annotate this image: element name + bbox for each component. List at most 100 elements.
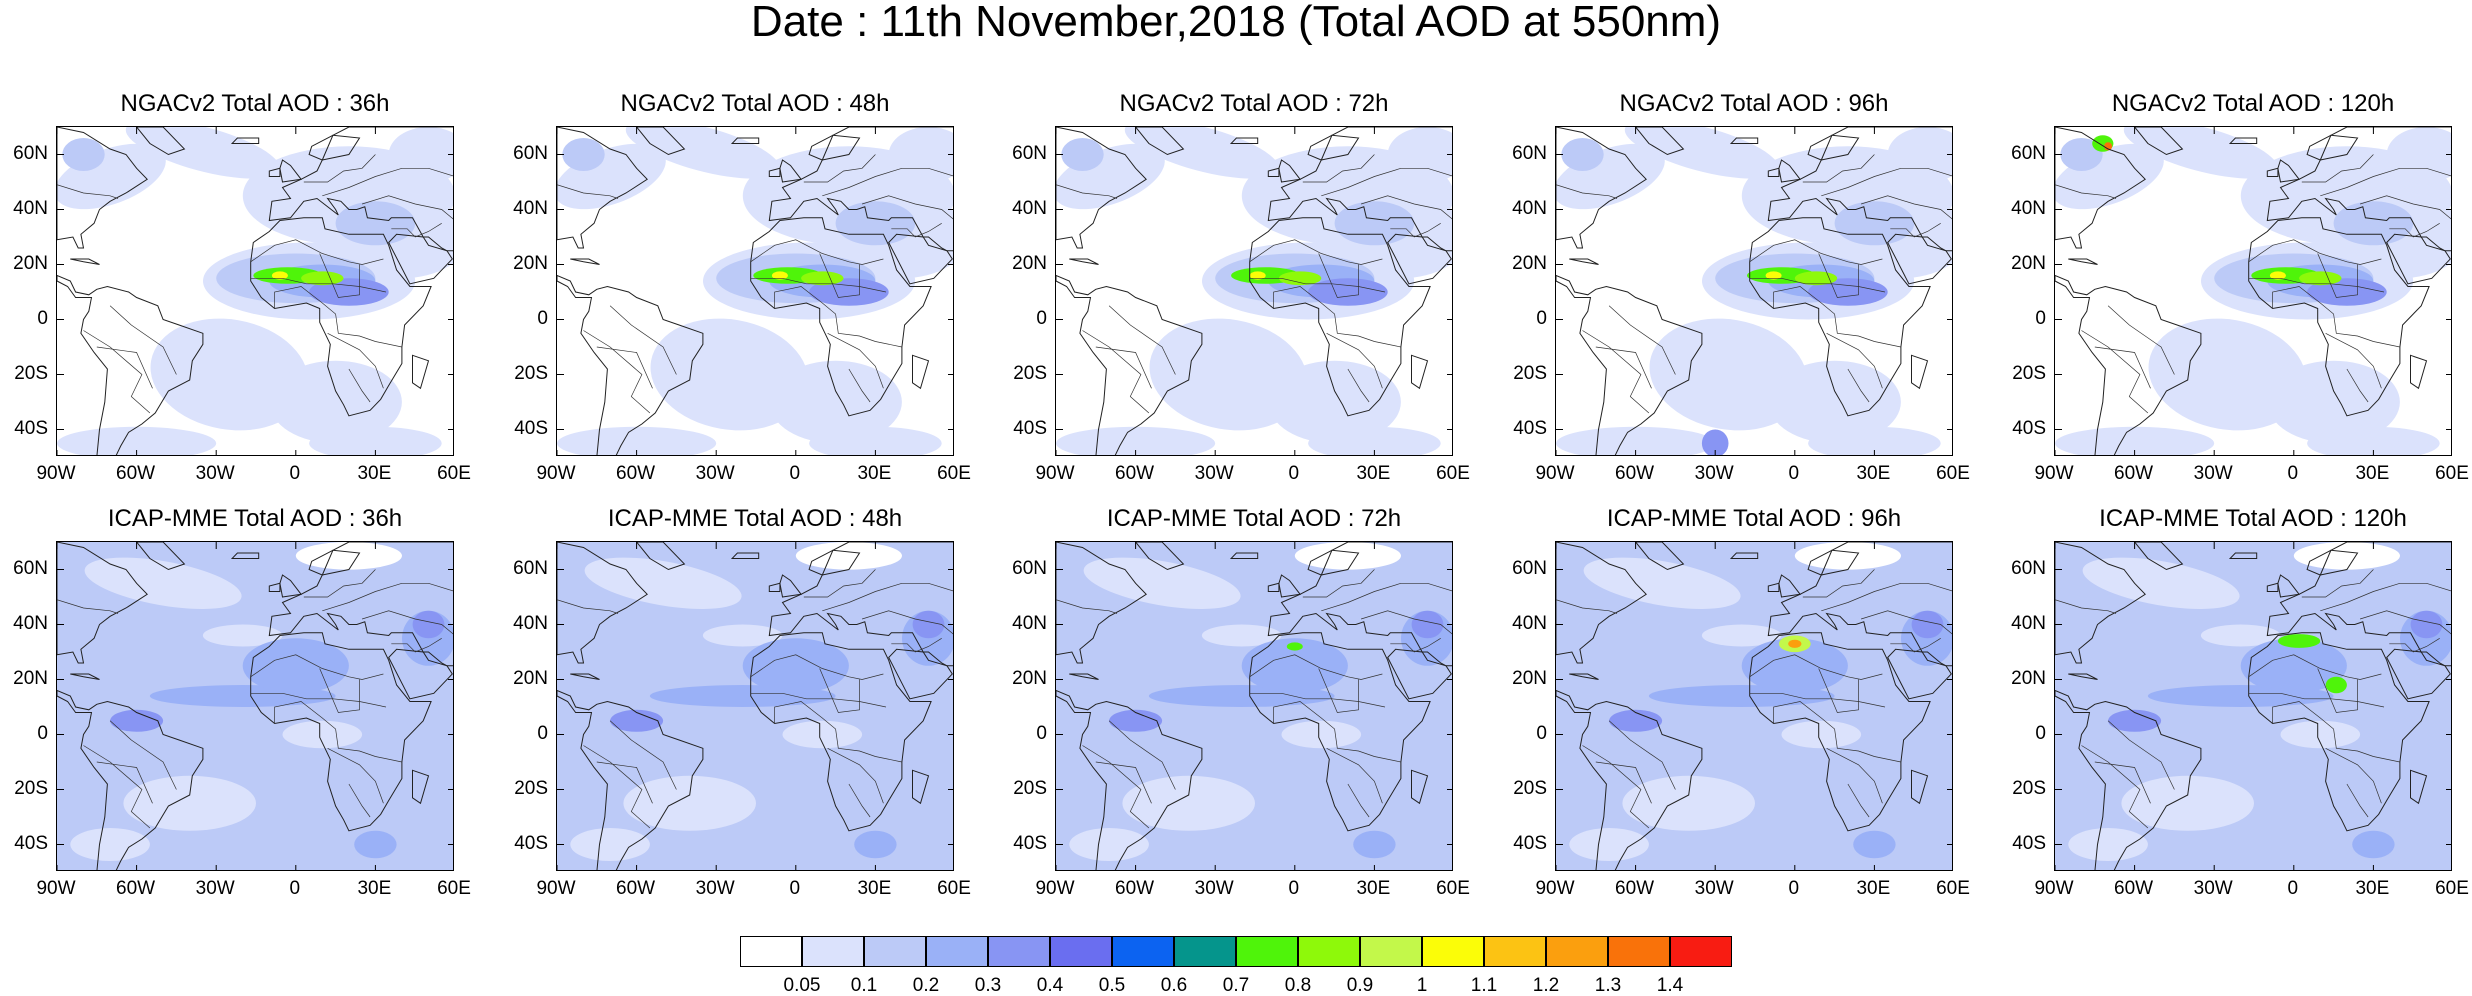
latitude-tick-label: 0	[2035, 307, 2046, 329]
colorbar-label: 1.3	[1594, 975, 1622, 996]
aod-field	[2055, 542, 2451, 870]
latitude-tick-label: 40S	[2012, 832, 2046, 854]
panel-title: NGACv2 Total AOD : 120h	[2111, 90, 2395, 117]
longitude-tick-label: 60W	[2114, 463, 2154, 484]
map-panel: ICAP-MME Total AOD : 120h 60N 40N 20N 0 20S 40…	[1998, 505, 2469, 925]
borders	[557, 154, 953, 414]
colorbar: 0.05 0.1 0.2 0.3 0.4 0.5 0.6 0.7 0.8 0.9 1 1.1 1.2 1.…	[740, 936, 1732, 996]
colorbar-label: 0.5	[1098, 975, 1126, 996]
colorbar-label: 0.1	[850, 975, 878, 996]
latitude-tick-label: 60N	[1012, 142, 1047, 164]
panel-title: NGACv2 Total AOD : 96h	[1619, 90, 1889, 117]
longitude-tick-label: 30E	[857, 463, 892, 484]
colorbar-label: 1.2	[1532, 975, 1560, 996]
latitude-tick-label: 60N	[1512, 557, 1547, 579]
longitude-tick-label: 30E	[357, 878, 392, 899]
aod-field	[1056, 127, 1452, 455]
colorbar-label: 0.9	[1346, 975, 1374, 996]
longitude-tick-label: 60W	[1115, 463, 1155, 484]
colorbar-swatch	[1670, 936, 1732, 967]
aod-field	[1556, 542, 1952, 870]
longitude-tick-label: 90W	[1035, 463, 1075, 484]
longitude-tick-label: 90W	[536, 878, 576, 899]
coastlines	[2055, 127, 2451, 455]
panel-title: ICAP-MME Total AOD : 120h	[2099, 505, 2407, 532]
latitude-tick-label: 20S	[2012, 362, 2046, 384]
longitude-tick-label: 30W	[1694, 463, 1734, 484]
longitude-tick-label: 90W	[2034, 878, 2074, 899]
longitude-tick-label: 30E	[2355, 463, 2390, 484]
aod-map	[2054, 126, 2452, 456]
colorbar-swatch	[802, 936, 864, 967]
longitude-tick-label: 30E	[857, 878, 892, 899]
longitude-tick-label: 90W	[1535, 463, 1575, 484]
longitude-tick-label: 0	[289, 878, 301, 899]
latitude-tick-label: 40S	[1513, 832, 1547, 854]
latitude-tick-label: 20N	[2011, 667, 2046, 689]
latitude-tick-label: 0	[2035, 722, 2046, 744]
longitude-tick-label: 30W	[695, 463, 735, 484]
latitude-tick-label: 0	[1036, 722, 1047, 744]
latitude-tick-label: 60N	[2011, 557, 2046, 579]
latitude-tick-label: 40S	[1013, 832, 1047, 854]
longitude-tick-label: 60E	[2435, 878, 2469, 899]
panel-title: NGACv2 Total AOD : 72h	[1119, 90, 1389, 117]
latitude-tick-label: 60N	[2011, 142, 2046, 164]
latitude-tick-label: 20N	[1512, 667, 1547, 689]
latitude-tick-label: 20S	[2012, 777, 2046, 799]
longitude-tick-label: 30W	[1194, 463, 1234, 484]
longitude-tick-label: 60E	[437, 463, 471, 484]
aod-field	[57, 542, 453, 870]
map-panel: ICAP-MME Total AOD : 72h 60N 40N 20N 0 20S 40S…	[999, 505, 1470, 925]
longitude-tick-label: 60E	[2435, 463, 2469, 484]
map-panel: NGACv2 Total AOD : 72h 60N 40N 20N 0 20S 40S 90…	[999, 90, 1470, 510]
latitude-tick-label: 40S	[14, 417, 48, 439]
latitude-tick-label: 0	[537, 722, 548, 744]
latitude-tick-label: 60N	[13, 142, 48, 164]
aod-field	[57, 127, 453, 455]
longitude-tick-label: 0	[789, 463, 801, 484]
borders	[557, 569, 953, 829]
latitude-tick-label: 40N	[1512, 612, 1547, 634]
longitude-tick-label: 60E	[1936, 878, 1970, 899]
latitude-tick-label: 0	[1036, 307, 1047, 329]
latitude-tick-label: 40N	[513, 197, 548, 219]
latitude-tick-label: 0	[1536, 722, 1547, 744]
longitude-tick-label: 60W	[616, 878, 656, 899]
latitude-tick-label: 40N	[13, 197, 48, 219]
colorbar-label: 1	[1416, 975, 1428, 996]
tick-marks	[57, 127, 453, 455]
colorbar-label: 1.4	[1656, 975, 1684, 996]
latitude-tick-label: 20S	[514, 362, 548, 384]
map-panel: ICAP-MME Total AOD : 36h 60N 40N 20N 0 20S 40S…	[0, 505, 471, 925]
tick-marks	[1556, 542, 1952, 870]
longitude-tick-label: 30W	[1194, 878, 1234, 899]
colorbar-swatch	[1050, 936, 1112, 967]
colorbar-swatch	[1112, 936, 1174, 967]
colorbar-label: 0.3	[974, 975, 1002, 996]
latitude-tick-label: 40N	[513, 612, 548, 634]
latitude-tick-label: 20S	[514, 777, 548, 799]
coastlines	[557, 542, 953, 870]
latitude-tick-label: 60N	[1012, 557, 1047, 579]
aod-map	[1055, 541, 1453, 871]
latitude-tick-label: 20N	[513, 252, 548, 274]
borders	[1056, 154, 1452, 414]
aod-field	[1056, 542, 1452, 870]
map-panel: NGACv2 Total AOD : 48h 60N 40N 20N 0 20S 40S 90…	[500, 90, 971, 510]
latitude-tick-label: 60N	[513, 142, 548, 164]
colorbar-label: 1.1	[1470, 975, 1498, 996]
coastlines	[1056, 127, 1452, 455]
latitude-tick-label: 40S	[2012, 417, 2046, 439]
aod-map	[2054, 541, 2452, 871]
longitude-tick-label: 60E	[1436, 878, 1470, 899]
borders	[1056, 569, 1452, 829]
longitude-tick-label: 60W	[1615, 463, 1655, 484]
colorbar-swatch	[926, 936, 988, 967]
latitude-tick-label: 20N	[513, 667, 548, 689]
tick-marks	[57, 542, 453, 870]
longitude-tick-label: 0	[2287, 463, 2299, 484]
aod-map	[1555, 541, 1953, 871]
latitude-tick-label: 0	[37, 722, 48, 744]
borders	[2055, 154, 2451, 414]
